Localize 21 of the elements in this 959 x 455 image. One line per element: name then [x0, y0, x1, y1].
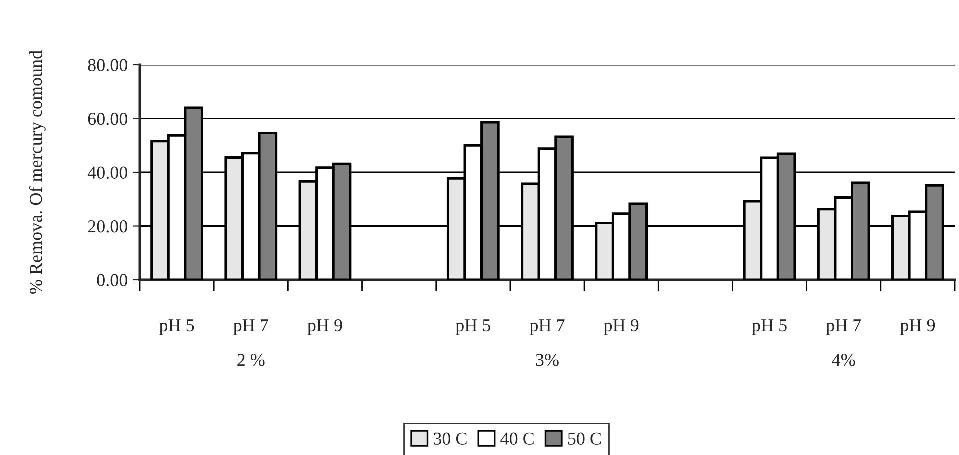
text: 3% — [536, 354, 559, 366]
x-tick-label: pH 9 — [308, 319, 342, 336]
text: 4% — [832, 354, 856, 366]
x-tick-label: pH 5 — [160, 320, 194, 336]
y-tick-label: 40.00 — [88, 166, 128, 180]
y-tick-label: 80.00 — [88, 59, 128, 72]
y-tick-label: 0.00 — [97, 274, 128, 287]
text: 2 % — [238, 354, 265, 366]
x-tick-label: pH 7 — [826, 320, 862, 336]
y-tick-label: 20.00 — [88, 220, 128, 233]
x-tick-label: pH 5 — [456, 320, 491, 336]
x-tick-label: pH 7 — [234, 320, 268, 336]
y-axis-title: % Remova. Of mercury comound — [29, 50, 46, 294]
legend-label: 50 C — [568, 432, 602, 445]
x-tick-label: pH 9 — [900, 319, 936, 336]
y-tick-label: 60.00 — [88, 113, 128, 126]
legend-label: 30 C — [434, 432, 467, 445]
x-tick-label: pH 5 — [752, 320, 787, 336]
x-tick-label: pH 9 — [604, 319, 639, 336]
x-tick-label: pH 7 — [530, 320, 565, 336]
legend-label: 40 C — [500, 432, 534, 445]
